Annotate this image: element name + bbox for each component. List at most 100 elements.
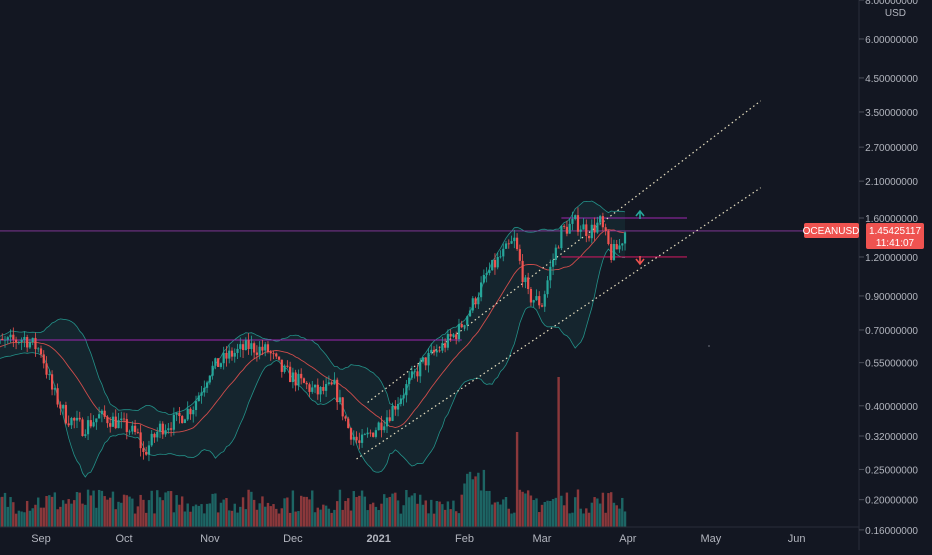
volume-bar [454, 511, 458, 527]
arrow-up-icon [635, 209, 645, 219]
volume-bar [460, 494, 463, 527]
volume-bar [576, 489, 580, 527]
candle-body [164, 430, 167, 435]
volume-bar [142, 499, 145, 527]
candle-body [56, 388, 59, 405]
candle-body [435, 350, 438, 353]
time-tick-label: 2021 [366, 533, 390, 545]
volume-bar [504, 496, 508, 527]
candle-body [81, 419, 84, 436]
candle-body [150, 433, 153, 446]
price-tick-label: 0.20000000 [865, 496, 918, 507]
candle-body [12, 334, 15, 340]
price-axis[interactable]: 10.000000008.000000006.000000004.5000000… [858, 0, 918, 550]
volume-bar [607, 493, 610, 527]
volume-bar [582, 513, 585, 527]
candle-body [9, 334, 12, 338]
volume-bar [319, 509, 322, 527]
candle-body [557, 247, 560, 249]
volume-bar [421, 504, 425, 527]
volume-bar [203, 513, 206, 527]
volume-bar [352, 491, 355, 527]
volume-bar [427, 513, 430, 527]
volume-bar [9, 497, 12, 527]
volume-bar [56, 509, 59, 527]
volume-bar [269, 506, 272, 527]
candle-body [385, 417, 389, 427]
candle-body [355, 436, 358, 441]
candle-body [183, 419, 187, 424]
volume-bar [349, 510, 353, 527]
candle-body [244, 340, 247, 351]
candle-body [601, 216, 604, 228]
volume-bar [477, 472, 480, 527]
volume-bar [192, 506, 195, 527]
candle-body [416, 371, 419, 377]
volume-bar [587, 512, 591, 527]
volume-bar [78, 492, 81, 527]
volume-bar [133, 513, 137, 527]
candle-body [114, 416, 117, 429]
volume-bar [164, 492, 167, 527]
volume-bar [211, 493, 214, 527]
volume-bar [39, 507, 43, 527]
volume-bar [344, 500, 347, 527]
candle-body [189, 408, 192, 415]
candle-body [181, 416, 184, 424]
volume-bar [1, 496, 4, 527]
volume-bar [205, 503, 209, 527]
volume-bar [579, 508, 582, 527]
volume-bar [183, 511, 187, 527]
candle-body [358, 440, 361, 443]
volume-bar [59, 506, 62, 527]
price-tags: OCEANUSD 1.45425117 11:41:07 [803, 223, 924, 249]
candle-body [341, 397, 344, 417]
volume-bar [136, 506, 140, 527]
volume-bar [255, 509, 259, 527]
volume-bar [521, 491, 524, 527]
candle-body [230, 350, 234, 357]
candle-body [158, 423, 162, 432]
volume-bar [499, 504, 502, 527]
candle-body [477, 297, 480, 305]
candle-body [352, 436, 355, 440]
candle-body [1, 338, 4, 341]
time-axis[interactable]: Sep Oct Nov Dec 2021 Feb Mar Apr May Jun [0, 526, 859, 545]
candle-body [167, 428, 170, 431]
candle-body [311, 387, 314, 392]
volume-bar [405, 489, 408, 527]
candle-body [402, 395, 405, 399]
volume-bar [236, 512, 239, 527]
candle-body [604, 227, 607, 231]
volume-bar [333, 509, 336, 527]
candle-body [507, 243, 510, 245]
volume-bar [571, 512, 574, 527]
candle-body [399, 398, 402, 404]
candle-body [313, 384, 317, 388]
candle-body [6, 337, 9, 340]
volume-bar [111, 491, 115, 527]
price-tick-label: 0.16000000 [865, 526, 918, 537]
volume-bar [81, 503, 84, 527]
volume-bar [374, 506, 378, 527]
volume-bar [89, 495, 93, 527]
candle-body [308, 384, 311, 392]
candle-body [172, 414, 175, 430]
volume-bar [241, 497, 245, 527]
candle-body [291, 372, 294, 383]
time-tick-label: Apr [619, 533, 636, 545]
volume-bar [443, 509, 447, 527]
candle-body [610, 244, 613, 260]
price-tag-bg [866, 223, 924, 249]
candle-body [585, 224, 588, 236]
candle-body [543, 294, 546, 307]
candle-body [421, 357, 425, 362]
volume-bar [228, 510, 231, 527]
candle-body [128, 431, 131, 433]
volume-bar [189, 511, 192, 527]
candle-body [250, 343, 253, 349]
volume-bar [103, 496, 106, 527]
candle-body [424, 357, 427, 366]
